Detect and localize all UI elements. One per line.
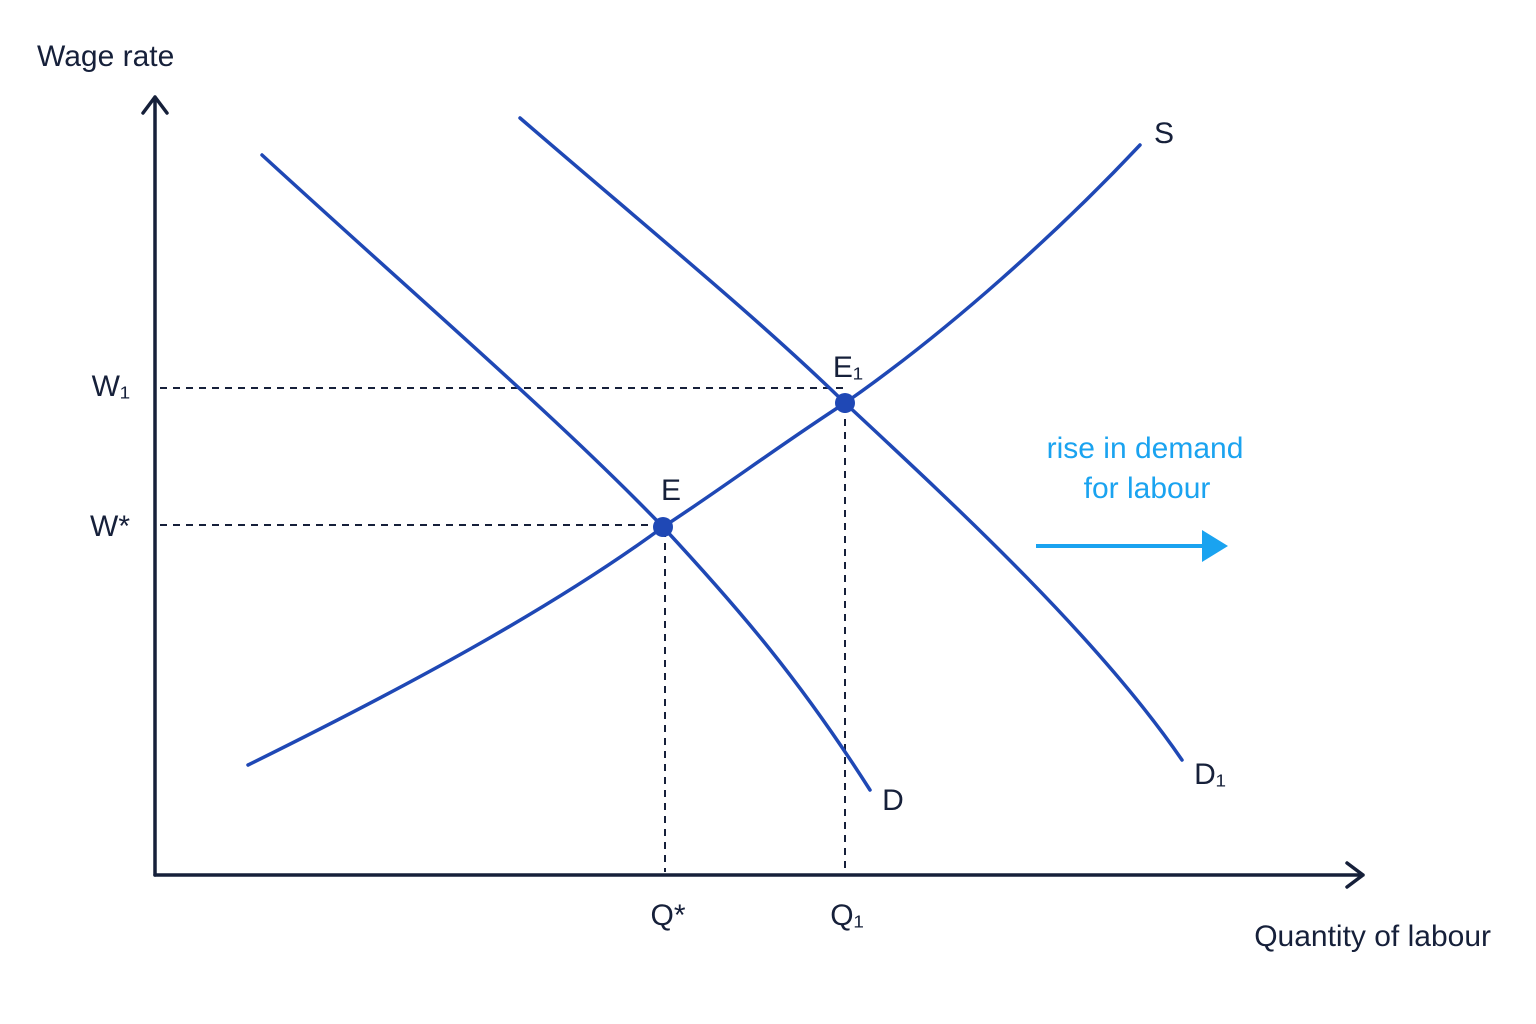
shift-arrow-head — [1202, 530, 1228, 562]
wage-level-label: W₁ — [92, 370, 130, 403]
annotation: for labour — [1084, 472, 1211, 505]
curve-label: S — [1154, 117, 1174, 150]
point-label: E — [661, 474, 681, 507]
quantity-level-label: Q₁ — [830, 899, 863, 932]
y-axis-title: Wage rate — [37, 40, 174, 73]
point-label: E₁ — [833, 351, 863, 384]
annotation: rise in demand — [1047, 432, 1244, 465]
curve-label: D₁ — [1194, 758, 1226, 791]
y-axis — [141, 95, 169, 877]
demand-curve — [260, 153, 872, 792]
equilibrium-point — [653, 517, 673, 537]
supply-curve — [246, 143, 1142, 767]
x-axis-title: Quantity of labour — [1254, 920, 1491, 953]
curve-label: D — [882, 784, 904, 817]
equilibrium-point — [835, 393, 855, 413]
x-axis — [153, 861, 1365, 889]
wage-level-label: W* — [90, 510, 130, 543]
quantity-level-label: Q* — [650, 899, 685, 932]
